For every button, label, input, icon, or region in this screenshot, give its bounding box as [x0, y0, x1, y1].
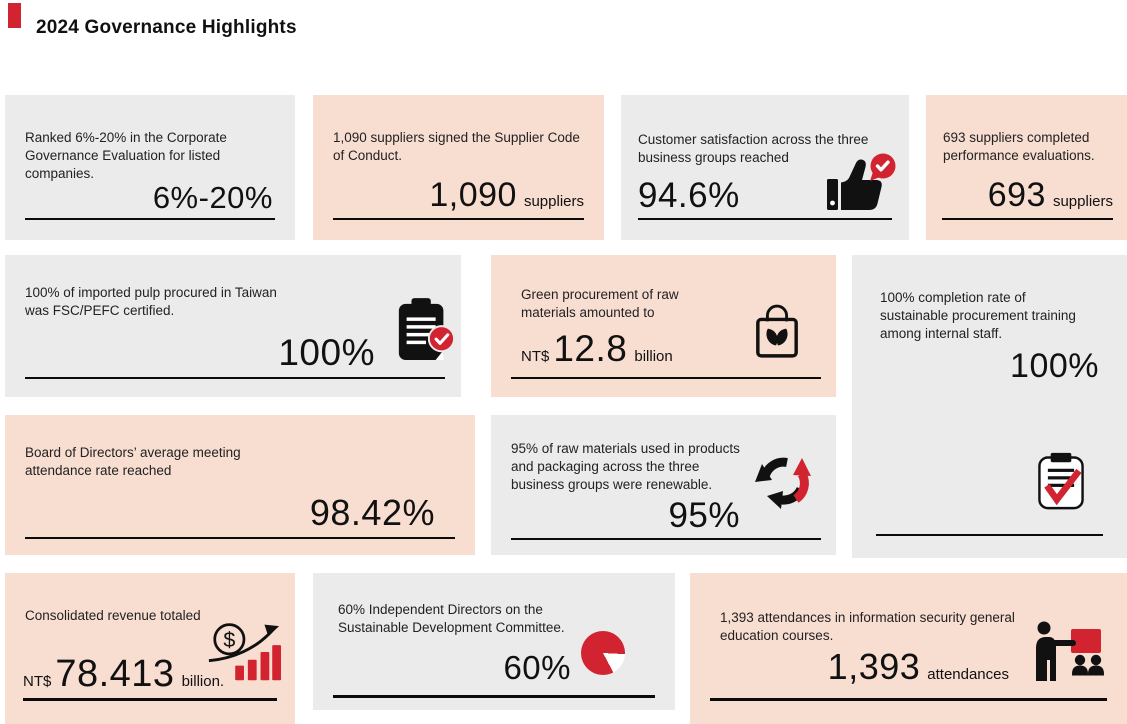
card-board-attendance: Board of Directors’ average meeting atte…	[5, 415, 475, 555]
revenue-growth-icon	[205, 619, 281, 681]
card-independent-directors: 60% Independent Directors on the Sustain…	[313, 573, 675, 710]
training-presentation-icon	[1033, 621, 1105, 683]
card-description: 693 suppliers completed performance eval…	[943, 130, 1095, 164]
stat-value: 95%	[668, 496, 740, 535]
card-description: Green procurement of raw materials amoun…	[521, 287, 679, 321]
stat-unit: suppliers	[523, 193, 584, 210]
thumbs-up-check-icon	[826, 152, 900, 214]
card-description: 1,090 suppliers signed the Supplier Code…	[333, 130, 580, 164]
divider	[333, 695, 655, 698]
card-sustainable-procurement-training: 100% completion rate of sustainable proc…	[852, 255, 1127, 558]
stat-value: 1,393	[827, 646, 921, 687]
card-description: Customer satisfaction across the three b…	[638, 132, 869, 166]
card-description: 60% Independent Directors on the Sustain…	[338, 602, 565, 636]
card-description: 100% of imported pulp procured in Taiwan…	[25, 285, 277, 319]
clipboard-red-check-icon	[1037, 450, 1085, 510]
divider	[876, 533, 1103, 536]
currency-prefix: NT$	[23, 673, 52, 690]
stat-value: 100%	[1010, 347, 1099, 385]
divider	[942, 217, 1113, 220]
eco-bag-icon	[754, 301, 800, 359]
stat-unit: suppliers	[1052, 193, 1113, 210]
divider	[511, 376, 821, 379]
divider	[333, 217, 584, 220]
divider	[25, 536, 455, 539]
recycle-icon	[752, 447, 816, 513]
title-accent-bar	[8, 3, 21, 28]
card-fsc-pefc-certified-pulp: 100% of imported pulp procured in Taiwan…	[5, 255, 461, 397]
stat-value: 12.8	[553, 328, 628, 369]
divider	[23, 698, 277, 701]
card-description: Board of Directors’ average meeting atte…	[25, 445, 241, 479]
card-green-procurement: Green procurement of raw materials amoun…	[491, 255, 836, 397]
stat-unit: attendances	[927, 666, 1009, 683]
card-infosec-training-attendances: 1,393 attendances in information securit…	[690, 573, 1127, 724]
card-supplier-code-of-conduct: 1,090 suppliers signed the Supplier Code…	[313, 95, 604, 240]
currency-prefix: NT$	[521, 348, 550, 365]
stat-value: 693	[987, 176, 1046, 214]
clipboard-check-icon	[395, 297, 455, 363]
pie-chart-icon	[581, 631, 625, 675]
stat-value: 100%	[278, 332, 375, 373]
divider	[25, 376, 445, 379]
stat-value: 94.6%	[638, 176, 740, 215]
stat-value: 98.42%	[309, 492, 435, 533]
divider	[511, 537, 821, 540]
divider	[710, 698, 1107, 701]
card-description: 1,393 attendances in information securit…	[720, 610, 1015, 644]
card-renewable-raw-materials: 95% of raw materials used in products an…	[491, 415, 836, 555]
stat-value: 60%	[503, 649, 571, 686]
stat-value: 6%-20%	[152, 180, 273, 215]
stat-unit: billion	[634, 348, 673, 365]
card-corporate-governance-evaluation: Ranked 6%-20% in the Corporate Governanc…	[5, 95, 295, 240]
page-title: 2024 Governance Highlights	[36, 16, 297, 38]
divider	[25, 217, 275, 220]
card-customer-satisfaction: Customer satisfaction across the three b…	[621, 95, 909, 240]
card-description: 100% completion rate of sustainable proc…	[880, 290, 1076, 342]
card-description: 95% of raw materials used in products an…	[511, 441, 740, 493]
card-description: Consolidated revenue totaled	[25, 608, 201, 623]
card-description: Ranked 6%-20% in the Corporate Governanc…	[25, 130, 227, 182]
stat-unit: billion.	[181, 673, 225, 690]
card-supplier-performance-evaluations: 693 suppliers completed performance eval…	[926, 95, 1127, 240]
card-consolidated-revenue: Consolidated revenue totaled NT$ 78.413 …	[5, 573, 295, 724]
stat-value: 78.413	[55, 653, 175, 695]
stat-value: 1,090	[429, 176, 517, 214]
divider	[638, 217, 892, 220]
